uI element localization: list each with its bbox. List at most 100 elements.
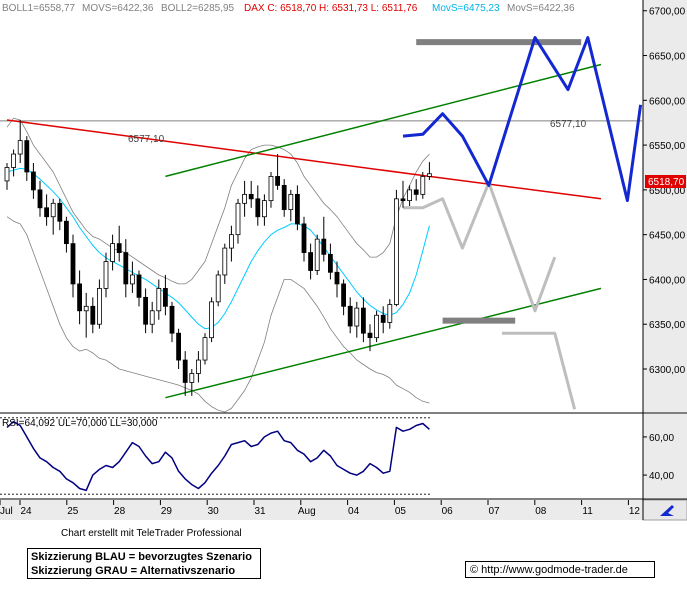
time-axis-label: 29: [161, 506, 173, 517]
candle-body: [182, 359, 188, 383]
green-lower-trendline: [165, 287, 602, 399]
candle-body: [255, 198, 261, 218]
candle-body: [90, 305, 96, 325]
movs-fast-label: MovS=6475,23: [432, 3, 500, 14]
candle-body: [189, 373, 195, 383]
candle-body: [426, 173, 432, 177]
source-link[interactable]: © http://www.godmode-trader.de: [465, 561, 655, 578]
last-price-label: 6518,70: [648, 177, 685, 188]
candle-body: [209, 301, 215, 339]
scenario-gray-text: Skizzierung GRAU = Alternativszenario: [31, 565, 236, 577]
candle-body: [103, 261, 109, 289]
scroll-arrow-icon[interactable]: [660, 505, 674, 516]
boll1-label: BOLL1=6558,77: [2, 3, 76, 14]
time-axis-label: 05: [395, 506, 407, 517]
movs-label: MOVS=6422,36: [82, 3, 154, 14]
scroll-corner[interactable]: [642, 499, 687, 521]
candle-body: [268, 176, 274, 202]
candle-body: [4, 167, 10, 182]
candle-body: [156, 287, 162, 312]
candle-body: [314, 238, 320, 271]
candle-body: [116, 243, 122, 253]
movs-slow-label: MovS=6422,36: [507, 3, 575, 14]
candle-body: [176, 332, 182, 361]
candle-body: [123, 252, 129, 285]
candle-body: [407, 189, 413, 202]
price-panel: [0, 36, 643, 413]
price-axis-label: 6600,00: [649, 96, 686, 107]
candle-body: [129, 274, 135, 285]
candle-body: [367, 332, 373, 339]
rsi-header-label: RSI=64,092 UL=70,000 LL=30,000: [2, 418, 158, 429]
candle-body: [30, 171, 36, 191]
price-axis-label: 6500,00: [649, 186, 686, 197]
time-axis-label: 30: [208, 506, 220, 517]
candle-body: [110, 243, 115, 262]
candle-body: [202, 337, 208, 361]
candle-body: [400, 198, 406, 202]
time-axis-label: 11: [582, 506, 593, 517]
candle-body: [308, 252, 314, 271]
time-axis-label: 24: [20, 506, 32, 517]
level-label: 6577,10: [128, 134, 165, 145]
candle-body: [294, 193, 300, 225]
bollinger-upper-line: [6, 117, 430, 285]
candle-body: [162, 287, 168, 307]
last-price-box: [645, 175, 686, 188]
dax-quote-label: DAX C: 6518,70 H: 6531,73 L: 6511,76: [244, 3, 418, 14]
candle-body: [17, 140, 23, 155]
candle-body: [380, 314, 386, 323]
blue-scenario-line: [402, 36, 643, 203]
candle-body: [327, 253, 333, 273]
time-axis-label: Aug: [298, 506, 316, 517]
candle-body: [11, 153, 17, 168]
candle-body: [64, 220, 69, 245]
candle-body: [235, 202, 241, 236]
time-axis-label: 07: [488, 506, 500, 517]
time-axis-label: 06: [442, 506, 454, 517]
time-axis-label: 28: [114, 506, 126, 517]
candle-body: [281, 184, 287, 210]
candle-body: [143, 296, 149, 325]
rsi-axis-label: 40,00: [649, 471, 674, 482]
candle-body: [242, 193, 248, 204]
candle-body: [37, 189, 43, 209]
rsi-line: [6, 420, 430, 492]
candle-body: [195, 359, 201, 374]
candle-body: [149, 310, 155, 325]
green-upper-trendline: [165, 63, 602, 178]
candle-body: [97, 287, 102, 325]
gray-scenario-line: [403, 181, 557, 313]
gray-scenario-line: [502, 331, 577, 410]
candle-body: [70, 243, 76, 285]
candle-body: [275, 176, 281, 186]
price-axis-label: 6450,00: [649, 231, 686, 242]
level-label: 6577,10: [550, 119, 587, 130]
axes: 6700,00 6650,00 6600,00 6550,00 6500,00 6450,…: [0, 7, 686, 517]
candle-body: [334, 271, 340, 285]
candle-body: [24, 140, 30, 173]
price-axis-label: 6550,00: [649, 141, 686, 152]
price-axis-label: 6700,00: [649, 7, 686, 18]
bollinger-lower-line: [6, 216, 430, 413]
candle-body: [387, 304, 393, 323]
candle-body: [44, 207, 49, 218]
candle-body: [413, 189, 419, 195]
candle-body: [374, 314, 380, 339]
candle-body: [301, 223, 307, 253]
chart-credit: Chart erstellt mit TeleTrader Profession…: [61, 528, 242, 539]
candle-body: [222, 247, 228, 276]
rsi-axis-label: 60,00: [649, 433, 674, 444]
price-axis-panel: [643, 0, 687, 412]
candle-body: [169, 305, 175, 334]
boll2-label: BOLL2=6285,95: [161, 3, 235, 14]
candle-body: [347, 305, 353, 327]
red-trendline: [6, 119, 602, 200]
candle-body: [248, 193, 254, 200]
candle-body: [50, 202, 56, 218]
candle-body: [136, 274, 142, 298]
rsi-panel: [0, 417, 430, 495]
candle-body: [420, 176, 426, 195]
candle-body: [215, 274, 221, 303]
